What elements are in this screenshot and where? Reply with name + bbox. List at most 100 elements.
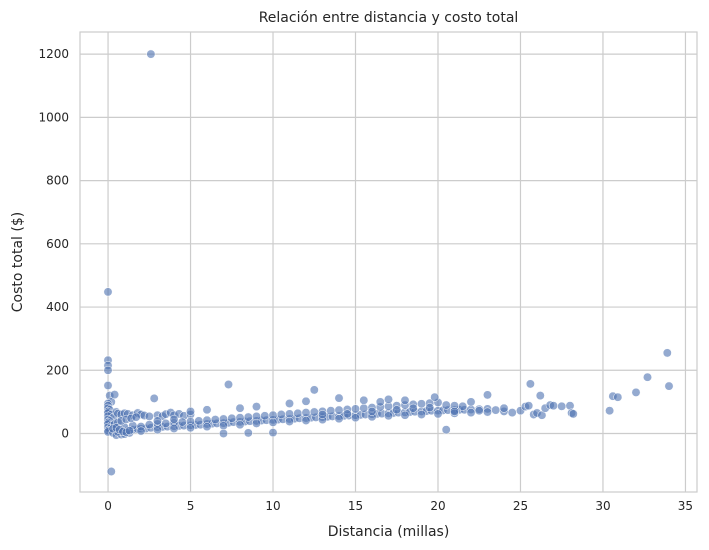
plot-frame xyxy=(79,31,698,493)
data-point xyxy=(103,365,113,375)
data-point xyxy=(202,405,212,415)
data-point xyxy=(375,397,385,407)
data-point xyxy=(202,422,212,432)
data-point xyxy=(557,401,567,411)
data-point xyxy=(334,414,344,424)
data-point xyxy=(153,416,162,426)
data-point xyxy=(334,405,344,415)
x-tick-label: 30 xyxy=(595,499,610,513)
data-point xyxy=(252,418,261,428)
data-point xyxy=(367,406,377,416)
data-point xyxy=(491,405,501,415)
y-axis-title: Costo total ($) xyxy=(10,212,26,312)
data-point xyxy=(441,400,451,410)
data-point xyxy=(351,413,360,423)
data-point xyxy=(441,425,451,435)
data-point xyxy=(219,429,228,438)
data-point xyxy=(243,428,253,438)
y-tick-label: 1000 xyxy=(38,110,69,124)
data-point xyxy=(466,408,476,418)
data-point xyxy=(153,425,162,435)
grid-lines xyxy=(80,32,697,492)
data-points xyxy=(103,49,674,476)
data-point xyxy=(219,421,228,431)
data-point xyxy=(458,401,468,411)
data-point xyxy=(568,409,578,419)
chart-title: Relación entre distancia y costo total xyxy=(259,10,519,26)
y-tick-label: 800 xyxy=(46,174,69,188)
data-point xyxy=(334,393,344,403)
data-point xyxy=(106,467,116,476)
data-point xyxy=(177,417,187,427)
x-tick-label: 5 xyxy=(187,499,195,513)
data-point xyxy=(309,385,319,395)
data-point xyxy=(285,409,294,419)
data-point xyxy=(483,407,492,417)
data-point xyxy=(194,416,204,426)
data-point xyxy=(392,405,402,415)
data-point xyxy=(149,393,159,403)
data-point xyxy=(146,49,156,59)
data-point xyxy=(499,403,509,413)
data-point xyxy=(210,415,220,425)
data-point xyxy=(565,401,575,411)
y-tick-label: 1200 xyxy=(38,47,69,61)
data-point xyxy=(384,411,393,421)
x-tick-label: 25 xyxy=(513,499,528,513)
data-point xyxy=(227,413,237,423)
data-point xyxy=(309,407,319,417)
data-point xyxy=(524,401,534,411)
data-point xyxy=(430,392,440,402)
data-point xyxy=(301,416,311,425)
data-point xyxy=(186,406,195,416)
data-point xyxy=(425,403,435,413)
data-point xyxy=(285,417,294,426)
x-tick-label: 15 xyxy=(348,499,363,513)
data-point xyxy=(144,411,154,421)
data-point xyxy=(408,403,418,413)
x-tick-label: 35 xyxy=(678,499,693,513)
y-tick-label: 200 xyxy=(46,363,69,377)
data-point xyxy=(474,406,484,416)
data-point xyxy=(103,381,113,390)
data-point xyxy=(285,399,294,408)
data-point xyxy=(235,403,245,413)
x-axis-title: Distancia (millas) xyxy=(328,524,450,540)
data-point xyxy=(605,406,615,416)
data-point xyxy=(400,410,410,420)
data-point xyxy=(186,423,195,433)
data-point xyxy=(243,412,253,422)
data-point xyxy=(326,406,336,416)
data-point xyxy=(318,410,327,419)
data-point xyxy=(161,418,171,428)
data-point xyxy=(125,426,134,436)
data-point xyxy=(507,408,517,418)
y-tick-label: 600 xyxy=(46,237,69,251)
x-tick-label: 10 xyxy=(265,499,280,513)
data-point xyxy=(643,372,652,382)
data-point xyxy=(384,394,393,404)
data-point xyxy=(433,409,443,419)
data-point xyxy=(293,408,303,418)
data-point xyxy=(450,406,459,416)
data-point xyxy=(110,390,120,400)
data-point xyxy=(549,401,558,411)
data-point xyxy=(535,391,545,401)
data-point xyxy=(131,412,141,422)
data-point xyxy=(301,408,311,418)
data-point xyxy=(466,397,476,407)
data-point xyxy=(613,392,623,402)
data-point xyxy=(144,420,154,430)
data-point xyxy=(276,410,286,419)
data-point xyxy=(260,411,270,421)
data-point xyxy=(417,399,426,409)
x-tick-label: 20 xyxy=(430,499,445,513)
data-point xyxy=(136,426,146,436)
data-point xyxy=(169,424,179,433)
x-tick-label: 0 xyxy=(104,499,112,513)
data-point xyxy=(351,404,360,414)
data-point xyxy=(224,380,233,389)
x-tick-labels: 0 5 10 15 20 25 30 35 xyxy=(104,499,693,513)
